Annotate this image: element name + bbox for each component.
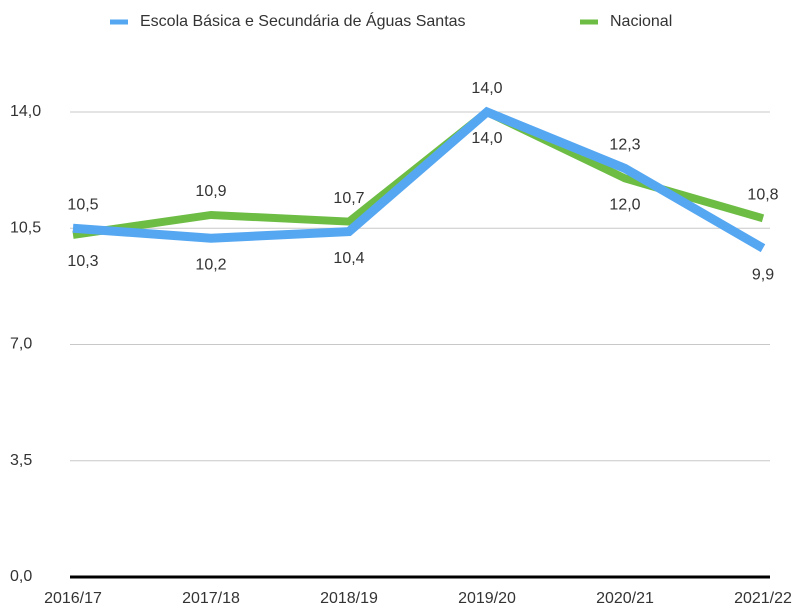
data-label: 10,7 bbox=[333, 190, 364, 207]
x-tick-label: 2019/20 bbox=[458, 590, 516, 607]
data-label: 9,9 bbox=[752, 266, 774, 283]
x-tick-label: 2020/21 bbox=[596, 590, 654, 607]
data-label: 10,4 bbox=[333, 250, 364, 267]
data-label: 14,0 bbox=[471, 80, 502, 97]
data-label: 10,8 bbox=[747, 187, 778, 204]
data-label: 10,5 bbox=[67, 196, 98, 213]
data-label: 10,2 bbox=[195, 256, 226, 273]
x-tick-label: 2018/19 bbox=[320, 590, 378, 607]
y-tick-label: 10,5 bbox=[10, 219, 41, 236]
x-tick-label: 2021/22 bbox=[734, 590, 792, 607]
y-tick-label: 7,0 bbox=[10, 336, 32, 353]
y-tick-label: 14,0 bbox=[10, 103, 41, 120]
y-tick-label: 3,5 bbox=[10, 452, 32, 469]
data-label: 14,0 bbox=[471, 130, 502, 147]
data-label: 12,0 bbox=[609, 197, 640, 214]
x-tick-label: 2016/17 bbox=[44, 590, 102, 607]
x-tick-label: 2017/18 bbox=[182, 590, 240, 607]
legend-label: Escola Básica e Secundária de Águas Sant… bbox=[140, 11, 466, 30]
data-label: 12,3 bbox=[609, 137, 640, 154]
data-label: 10,3 bbox=[67, 253, 98, 270]
line-series bbox=[72, 106, 766, 253]
legend-label: Nacional bbox=[610, 13, 672, 30]
y-tick-label: 0,0 bbox=[10, 568, 32, 585]
data-label: 10,9 bbox=[195, 183, 226, 200]
